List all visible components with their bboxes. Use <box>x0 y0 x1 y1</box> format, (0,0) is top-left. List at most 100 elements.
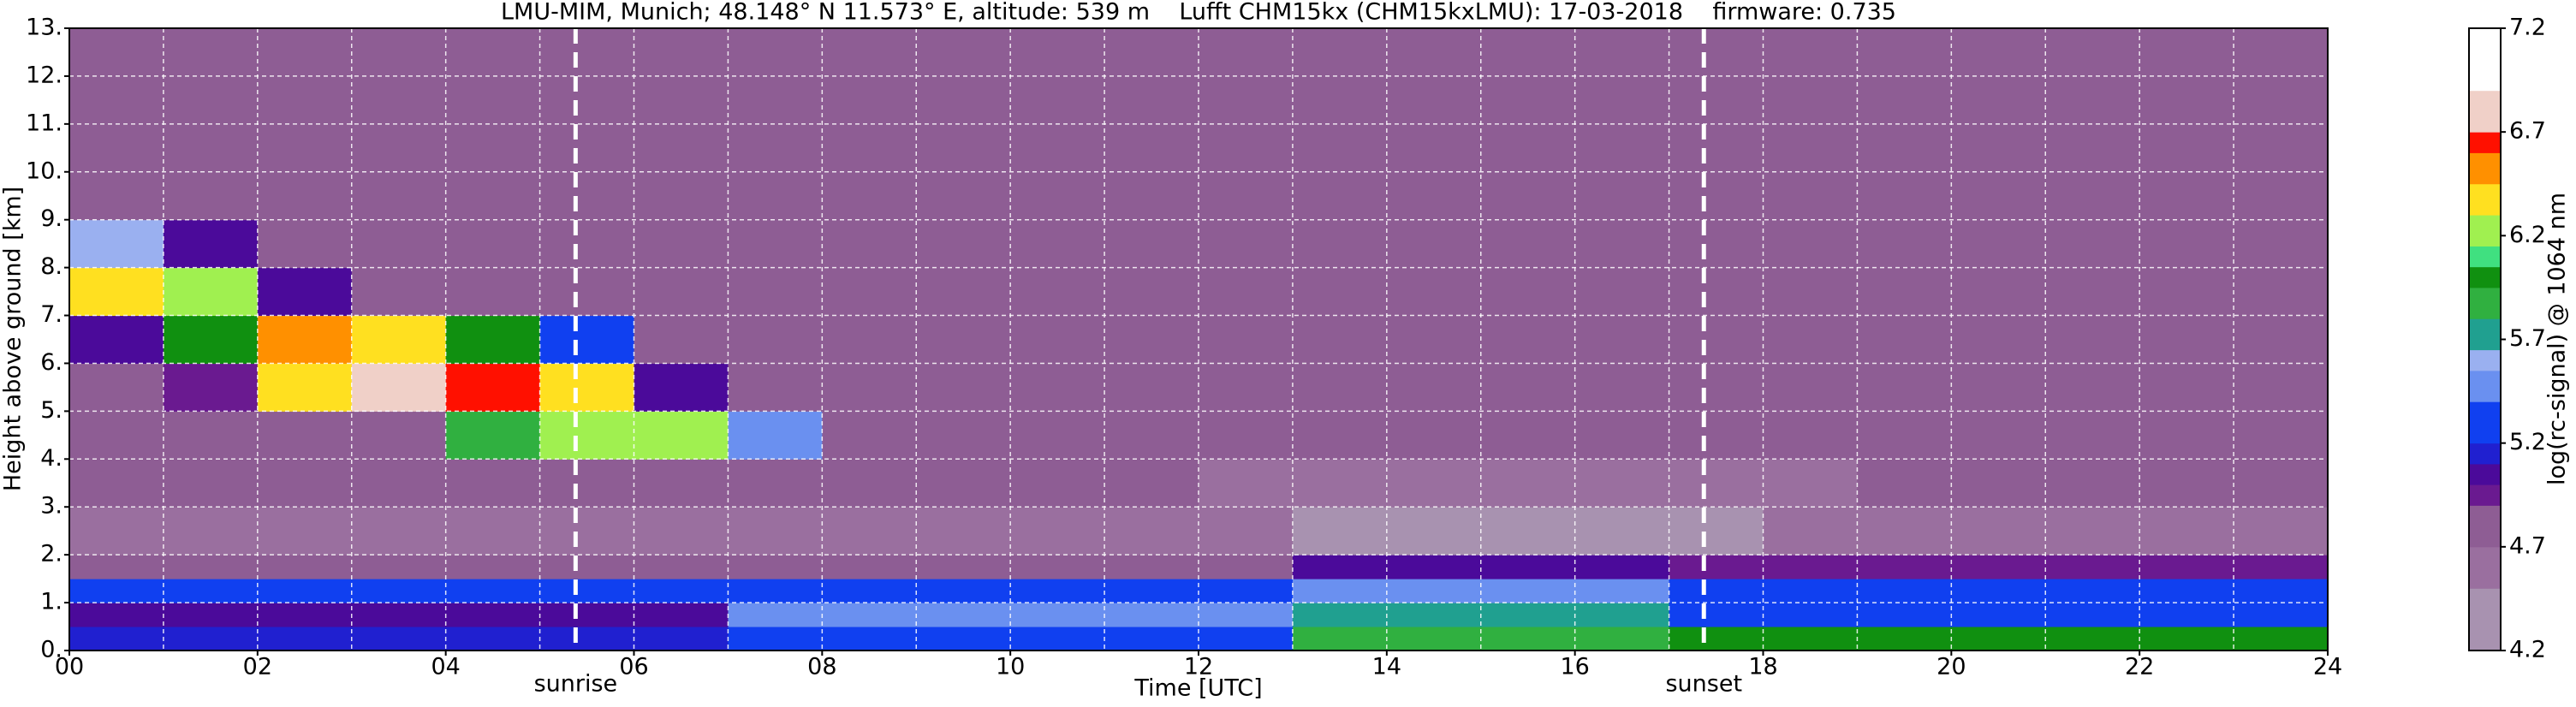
x-tick-label: 06 <box>619 654 648 680</box>
colorbar-tick-label: 6.2 <box>2509 222 2546 248</box>
heatmap-cell <box>1386 411 1482 460</box>
heatmap-cell <box>1951 627 2046 651</box>
heatmap-cell <box>1010 75 1105 125</box>
heatmap-cell <box>1292 75 1388 125</box>
heatmap-cell <box>1386 171 1482 221</box>
heatmap-cell <box>1574 171 1670 221</box>
heatmap-cell <box>163 28 259 77</box>
heatmap-cell <box>2234 123 2329 173</box>
heatmap-cell <box>1104 459 1199 508</box>
heatmap-cell <box>1574 459 1670 508</box>
heatmap-cell <box>351 75 447 125</box>
heatmap-cell <box>916 507 1011 556</box>
heatmap-cell <box>822 603 917 627</box>
heatmap-cell <box>1199 219 1294 269</box>
heatmap-cell <box>1199 267 1294 317</box>
heatmap-cell <box>257 603 353 627</box>
heatmap-cell <box>1010 459 1105 508</box>
heatmap-cell <box>1199 171 1294 221</box>
heatmap-cell <box>1104 315 1199 364</box>
y-tick-label: 10. <box>26 157 62 184</box>
heatmap-cell <box>351 171 447 221</box>
heatmap-cell <box>1951 555 2046 579</box>
colorbar-segment <box>2469 28 2501 92</box>
heatmap-cell <box>351 579 447 603</box>
heatmap-cell <box>1857 267 1952 317</box>
colorbar-segment <box>2469 183 2501 216</box>
heatmap-cell <box>2139 219 2234 269</box>
heatmap-cell <box>1480 75 1576 125</box>
heatmap-cell <box>1292 411 1388 460</box>
heatmap-cell <box>2234 28 2329 77</box>
heatmap-cell <box>1669 219 1764 269</box>
heatmap-cell <box>1857 75 1952 125</box>
heatmap-cell <box>822 267 917 317</box>
heatmap-cell <box>1763 28 1858 77</box>
heatmap-cell <box>1292 459 1388 508</box>
heatmap-cell <box>1199 28 1294 77</box>
heatmap-cell <box>1386 123 1482 173</box>
heatmap-cell <box>1010 363 1105 412</box>
heatmap-cell <box>2139 28 2234 77</box>
heatmap-cell <box>1104 579 1199 603</box>
heatmap-cell <box>1386 579 1482 603</box>
heatmap-cell <box>2045 28 2140 77</box>
heatmap-cell <box>351 507 447 556</box>
heatmap-cell <box>539 267 634 317</box>
heatmap-cell <box>2139 315 2234 364</box>
heatmap-cell <box>1951 267 2046 317</box>
heatmap-cell <box>1292 171 1388 221</box>
heatmap-cell <box>1386 75 1482 125</box>
heatmap-cell <box>1104 603 1199 627</box>
colorbar-tick-label: 5.7 <box>2509 325 2546 352</box>
heatmap-cell <box>2139 459 2234 508</box>
y-tick-label: 12. <box>26 62 62 88</box>
heatmap-cell <box>163 603 259 627</box>
y-tick-label: 1. <box>40 589 62 615</box>
heatmap-cell <box>634 267 729 317</box>
heatmap-cell <box>1480 267 1576 317</box>
heatmap-cell <box>257 579 353 603</box>
x-tick-label: 10 <box>996 654 1025 680</box>
heatmap-cell <box>1386 28 1482 77</box>
annotation-label: sunrise <box>534 671 618 698</box>
heatmap-cell <box>2234 363 2329 412</box>
heatmap-cell <box>445 123 541 173</box>
x-tick-label: 24 <box>2313 654 2342 680</box>
heatmap-cell <box>1480 627 1576 651</box>
colorbar-segment <box>2469 152 2501 185</box>
heatmap-cell <box>2139 123 2234 173</box>
heatmap-cell <box>1010 603 1105 627</box>
heatmap-cell <box>1763 459 1858 508</box>
heatmap-cell <box>1010 267 1105 317</box>
heatmap-cell <box>822 75 917 125</box>
heatmap-cell <box>1857 555 1952 579</box>
heatmap-cell <box>2234 75 2329 125</box>
heatmap-cell <box>1574 579 1670 603</box>
heatmap-cell <box>1010 627 1105 651</box>
heatmap-cell <box>1010 579 1105 603</box>
heatmap-cell <box>445 315 541 364</box>
heatmap-cell <box>1951 123 2046 173</box>
heatmap-cell <box>1292 315 1388 364</box>
heatmap-cell <box>163 171 259 221</box>
heatmap-cell <box>257 75 353 125</box>
heatmap-cell <box>445 507 541 556</box>
heatmap-cell <box>257 315 353 364</box>
heatmap-cell <box>539 363 634 412</box>
heatmap-cell <box>1857 507 1952 556</box>
heatmap-cell <box>1669 459 1764 508</box>
heatmap-cell <box>69 363 164 412</box>
heatmap-cell <box>822 363 917 412</box>
heatmap-cell <box>163 627 259 651</box>
heatmap-cell <box>822 219 917 269</box>
heatmap-cell <box>634 555 729 579</box>
heatmap-cell <box>2139 627 2234 651</box>
heatmap-cell <box>2234 411 2329 460</box>
heatmap-cell <box>1010 507 1105 556</box>
heatmap-cell <box>916 171 1011 221</box>
heatmap-cell <box>2139 555 2234 579</box>
heatmap-cell <box>539 411 634 460</box>
heatmap-cell <box>916 28 1011 77</box>
